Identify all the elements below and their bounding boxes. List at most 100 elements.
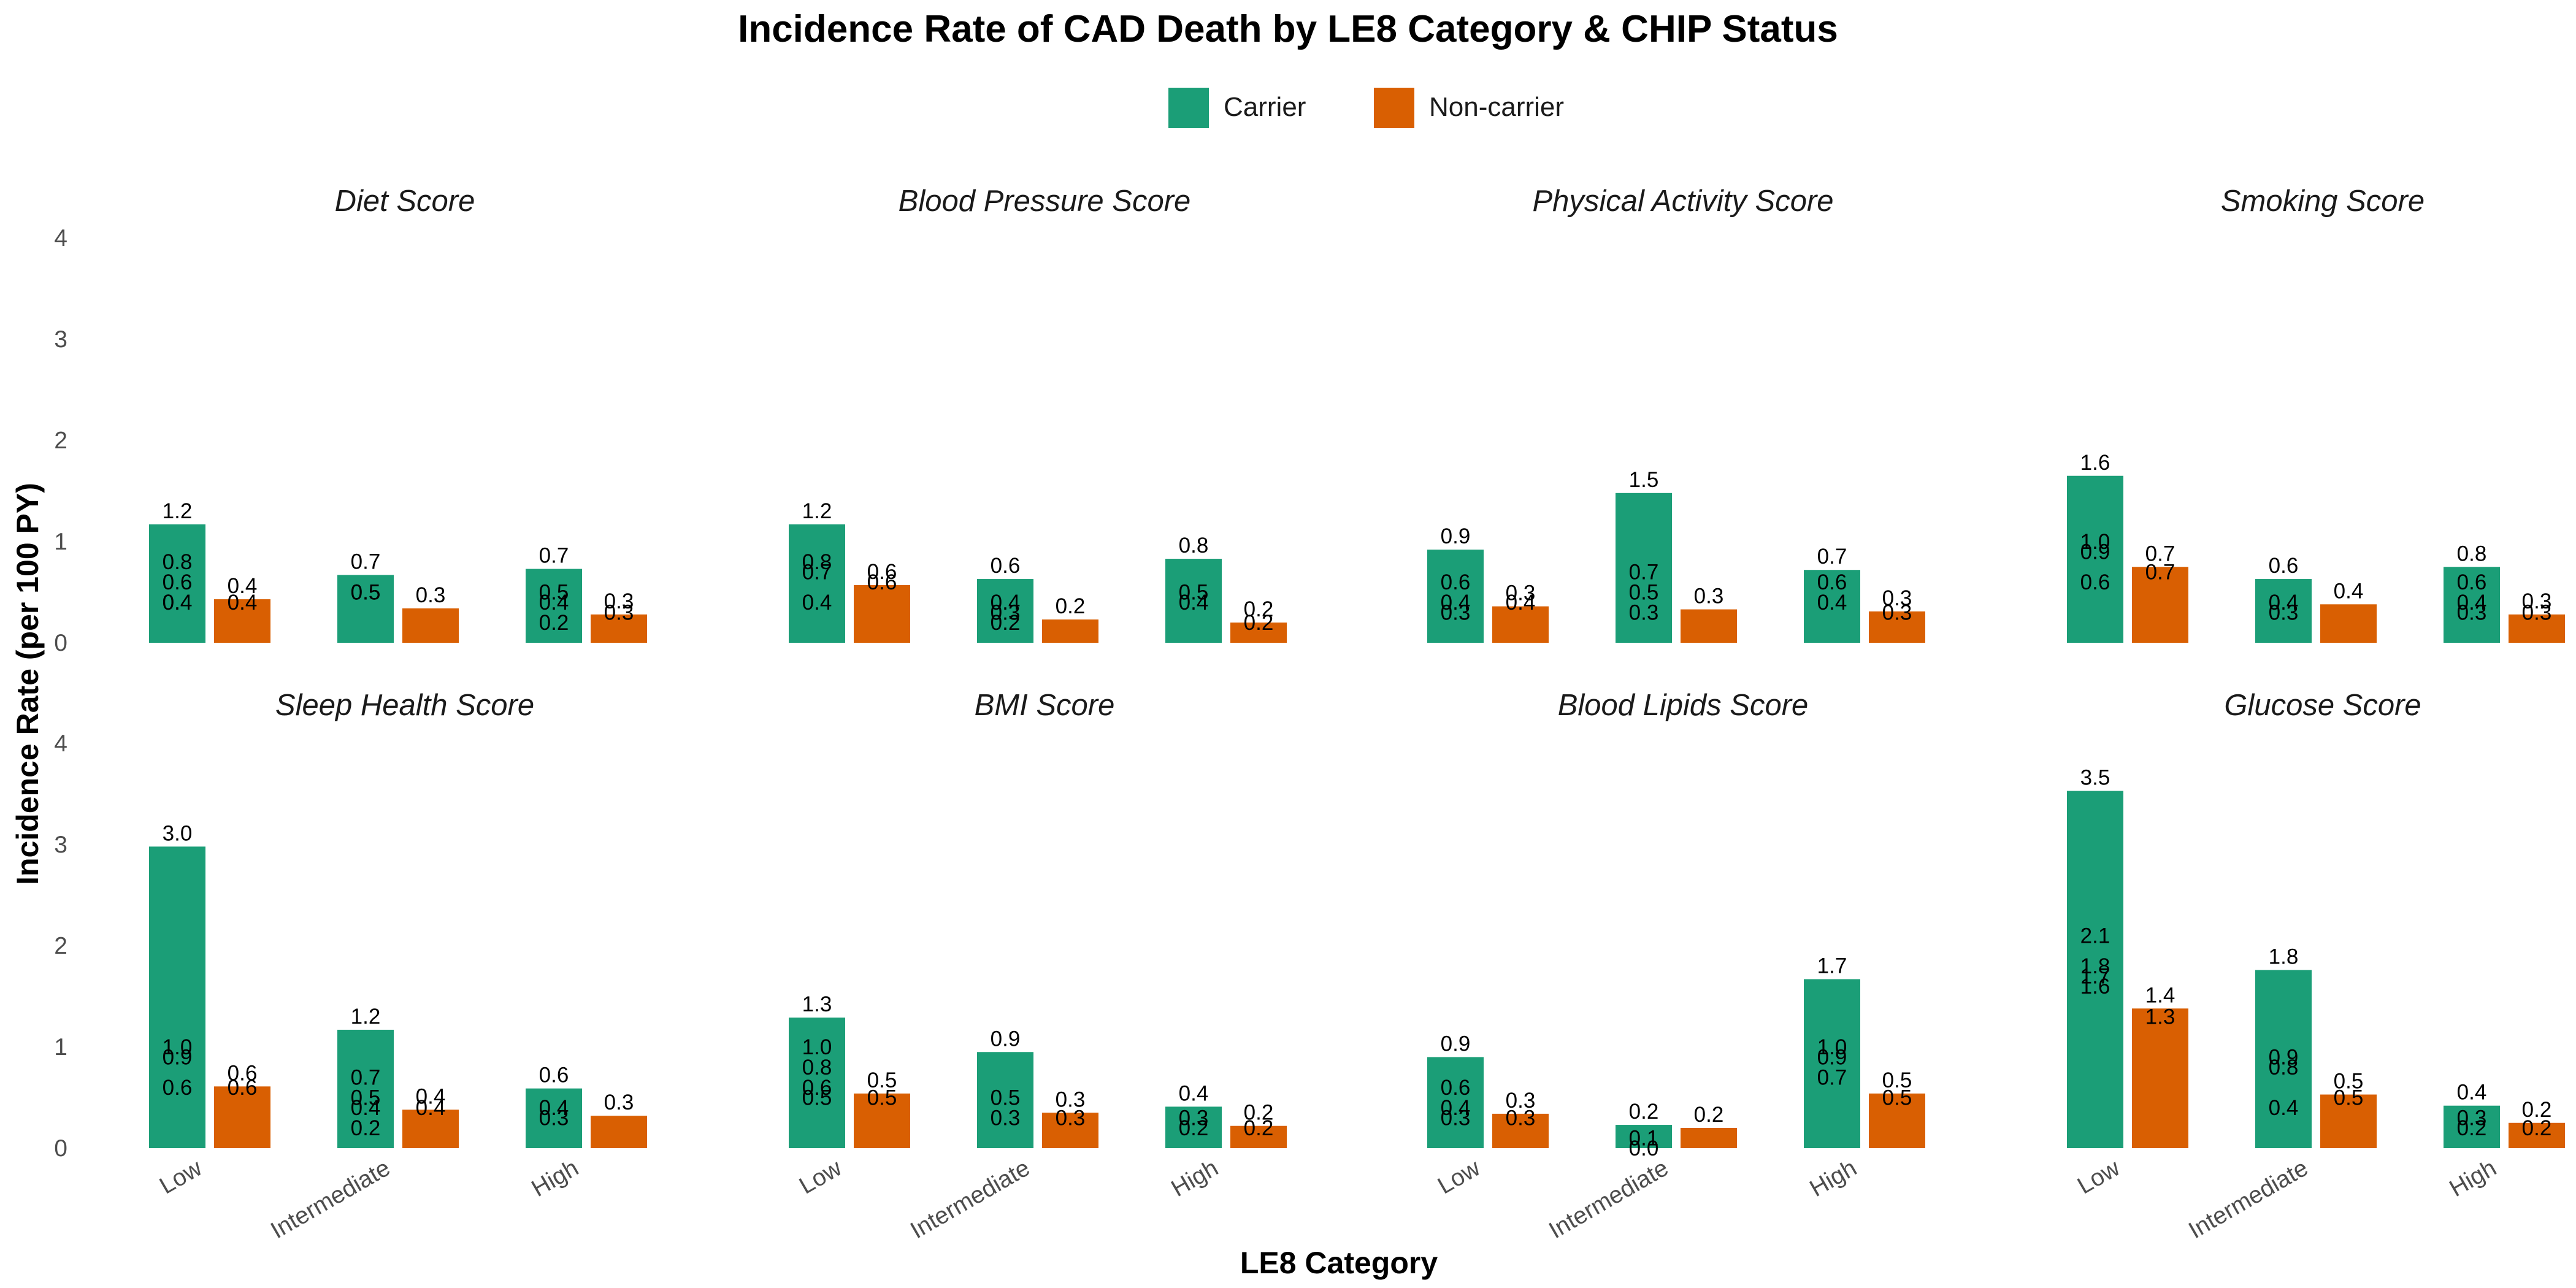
x-tick-label-high: High: [527, 1155, 583, 1202]
bar-carrier-low: [2067, 791, 2123, 1148]
data-label: 1.6: [2080, 975, 2110, 999]
data-label: 0.4: [1441, 1096, 1471, 1120]
data-label: 0.4: [2457, 591, 2487, 615]
data-label: 0.5: [351, 1086, 381, 1110]
data-label: 0.9: [1441, 524, 1471, 548]
data-label: 0.4: [228, 591, 258, 615]
data-label: 3.0: [163, 821, 193, 845]
data-label: 0.6: [228, 1076, 258, 1100]
x-tick-label-intermediate: Intermediate: [2184, 1155, 2312, 1244]
bar-non-carrier-intermediate: [402, 1110, 459, 1148]
data-label: 0.8: [2457, 542, 2487, 565]
data-label: 1.3: [2145, 1005, 2175, 1029]
data-label: 0.4: [539, 1096, 569, 1120]
bar-non-carrier-high: [1230, 1125, 1287, 1148]
data-label: 0.8: [802, 1056, 832, 1079]
bar-non-carrier-intermediate: [402, 608, 459, 643]
bar-carrier-high: [2444, 567, 2500, 643]
data-label: 0.5: [539, 581, 569, 605]
bar-carrier-high: [526, 1088, 582, 1148]
data-label: 1.8: [2080, 954, 2110, 978]
data-label: 0.4: [1817, 591, 1847, 615]
data-label: 0.3: [2457, 601, 2487, 625]
facet-blood-lipids-score: Blood Lipids Score0.90.60.40.30.30.3Low0…: [1427, 689, 1925, 1244]
data-label: 0.7: [802, 561, 832, 585]
data-label: 0.8: [1179, 534, 1209, 558]
data-label: 0.2: [991, 611, 1021, 635]
bar-carrier-intermediate: [337, 575, 394, 643]
bar-non-carrier-intermediate: [1681, 1128, 1737, 1148]
bar-non-carrier-high: [1230, 623, 1287, 643]
x-tick-label-low: Low: [2073, 1154, 2125, 1199]
bar-carrier-low: [149, 846, 205, 1148]
bar-non-carrier-high: [1869, 611, 1925, 643]
facet-title: Blood Lipids Score: [1558, 689, 1809, 722]
bar-carrier-high: [1165, 1106, 1222, 1148]
facet-title: BMI Score: [975, 689, 1115, 722]
bar-carrier-high: [1804, 979, 1860, 1148]
data-label: 0.4: [1179, 591, 1209, 615]
data-label: 0.3: [991, 601, 1021, 625]
data-label: 0.4: [802, 591, 832, 615]
data-label: 0.3: [2522, 601, 2552, 625]
data-label: 0.3: [2522, 589, 2552, 613]
data-label: 0.2: [1244, 1116, 1274, 1140]
legend: Carrier Non-carrier: [1168, 88, 1564, 128]
bar-non-carrier-intermediate: [1681, 609, 1737, 643]
data-label: 0.5: [802, 1086, 832, 1110]
data-label: 0.6: [867, 560, 897, 584]
data-label: 0.3: [539, 1106, 569, 1130]
data-label: 0.3: [1179, 1106, 1209, 1130]
facet-title: Diet Score: [335, 185, 475, 218]
bar-carrier-low: [789, 524, 845, 643]
data-label: 0.7: [1817, 1066, 1847, 1090]
data-label: 2.1: [2080, 924, 2110, 948]
data-label: 0.6: [867, 570, 897, 594]
bar-non-carrier-high: [2509, 1122, 2565, 1148]
bar-carrier-high: [2444, 1105, 2500, 1148]
data-label: 1.3: [802, 992, 832, 1016]
chart-title: Incidence Rate of CAD Death by LE8 Categ…: [738, 8, 1838, 50]
data-label: 0.6: [802, 1076, 832, 1100]
bar-non-carrier-low: [214, 599, 270, 643]
data-label: 0.9: [991, 1027, 1021, 1051]
bar-non-carrier-high: [2509, 614, 2565, 643]
data-label: 0.4: [1506, 591, 1536, 615]
data-label: 0.9: [2269, 1046, 2299, 1070]
data-label: 0.6: [2269, 554, 2299, 578]
data-label: 0.4: [2334, 579, 2364, 603]
data-label: 0.4: [2269, 1096, 2299, 1120]
data-label: 0.9: [2080, 540, 2110, 564]
data-label: 0.4: [2457, 1081, 2487, 1105]
bar-non-carrier-intermediate: [2320, 604, 2377, 643]
x-tick-label-low: Low: [1433, 1154, 1485, 1199]
y-axis-title: Incidence Rate (per 100 PY): [10, 483, 45, 885]
legend-label-carrier: Carrier: [1224, 92, 1306, 122]
x-tick-label-intermediate: Intermediate: [1544, 1155, 1673, 1244]
x-tick-label-intermediate: Intermediate: [906, 1155, 1034, 1244]
facet-panels: Diet Score1.20.80.60.40.40.40.40.70.50.5…: [149, 185, 2565, 1244]
bar-carrier-intermediate: [1616, 1125, 1672, 1148]
data-label: 0.3: [1694, 585, 1724, 608]
x-tick-label-high: High: [2445, 1155, 2501, 1202]
bar-non-carrier-low: [2132, 567, 2188, 643]
data-label: 1.0: [1817, 1035, 1847, 1059]
data-label: 0.5: [1179, 581, 1209, 605]
data-label: 0.4: [163, 591, 193, 615]
data-label: 0.6: [228, 1061, 258, 1085]
bar-carrier-intermediate: [977, 1052, 1033, 1148]
data-label: 0.4: [228, 574, 258, 598]
facet-diet-score: Diet Score1.20.80.60.40.40.40.40.70.50.5…: [149, 185, 647, 643]
data-label: 0.8: [802, 550, 832, 574]
bar-carrier-intermediate: [1616, 493, 1672, 643]
data-label: 0.4: [991, 591, 1021, 615]
data-label: 0.3: [2269, 601, 2299, 625]
data-label: 0.2: [1179, 1116, 1209, 1140]
y-tick-label: 3: [54, 326, 67, 353]
bar-non-carrier-low: [1492, 606, 1549, 643]
facet-title: Smoking Score: [2221, 185, 2425, 218]
facet-title: Blood Pressure Score: [899, 185, 1191, 218]
data-label: 0.2: [539, 611, 569, 635]
